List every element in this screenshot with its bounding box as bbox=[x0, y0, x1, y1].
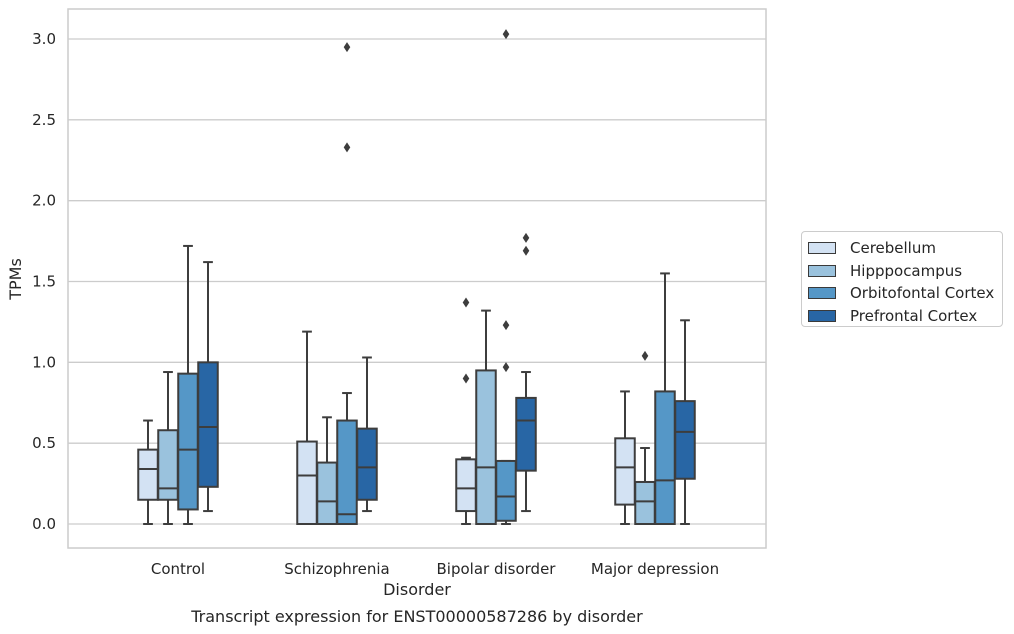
box-2-3 bbox=[654, 272, 676, 525]
legend-label-cerebellum: Cerebellum bbox=[850, 239, 936, 258]
y-tick-label-1: 0.5 bbox=[32, 434, 56, 452]
box-0-2 bbox=[455, 297, 477, 525]
outlier-point-1 bbox=[462, 297, 470, 308]
plot-frame bbox=[67, 8, 767, 549]
box-body bbox=[495, 459, 517, 522]
x-tick-label-0: Control bbox=[151, 560, 205, 578]
box-body bbox=[356, 427, 378, 501]
outlier-point-0 bbox=[502, 362, 510, 373]
box-body bbox=[137, 448, 159, 501]
box-plot-area bbox=[137, 29, 696, 526]
outlier-point-1 bbox=[522, 232, 530, 243]
y-tick-label-3: 1.5 bbox=[32, 273, 56, 291]
outlier-point-0 bbox=[641, 350, 649, 361]
box-3-0 bbox=[197, 261, 219, 513]
box-body bbox=[296, 440, 318, 525]
outlier-point-0 bbox=[522, 245, 530, 256]
box-1-0 bbox=[157, 371, 179, 525]
x-tick-labels: Control Schizophrenia Bipolar disorder Majo… bbox=[151, 560, 719, 578]
legend-swatch-cerebellum bbox=[808, 242, 836, 255]
chart-caption: Transcript expression for ENST0000058728… bbox=[190, 607, 643, 626]
x-tick-label-1: Schizophrenia bbox=[284, 560, 389, 578]
x-tick-label-2: Bipolar disorder bbox=[437, 560, 557, 578]
box-2-0 bbox=[177, 244, 199, 525]
legend-swatch-prefrontal-cortex bbox=[808, 309, 836, 322]
box-body bbox=[455, 458, 477, 513]
y-tick-labels: 0.0 0.5 1.0 1.5 2.0 2.5 3.0 bbox=[32, 30, 56, 533]
box-body bbox=[515, 396, 537, 472]
outlier-point-0 bbox=[462, 373, 470, 384]
box-body bbox=[336, 419, 358, 525]
legend-item-hippocampus: Hipppocampus bbox=[808, 260, 1002, 283]
legend-item-cerebellum: Cerebellum bbox=[808, 237, 1002, 260]
box-body bbox=[177, 372, 199, 511]
outlier-point-0 bbox=[343, 142, 351, 153]
outlier-point-1 bbox=[343, 42, 351, 53]
box-2-2 bbox=[495, 29, 517, 525]
x-axis-title: Disorder bbox=[383, 580, 451, 599]
box-1-2 bbox=[475, 309, 497, 525]
box-3-3 bbox=[674, 319, 696, 525]
box-body bbox=[197, 361, 219, 488]
legend-label-prefrontal-cortex: Prefrontal Cortex bbox=[850, 306, 978, 325]
box-1-1 bbox=[316, 416, 338, 526]
legend: Cerebellum Hipppocampus Orbitofontal Cor… bbox=[801, 231, 1003, 327]
box-body bbox=[634, 480, 656, 526]
box-0-1 bbox=[296, 330, 318, 525]
box-body bbox=[674, 400, 696, 480]
x-tick-label-3: Major depression bbox=[591, 560, 719, 578]
legend-swatch-hippocampus bbox=[808, 264, 836, 277]
legend-item-prefrontal-cortex: Prefrontal Cortex bbox=[808, 305, 1002, 328]
legend-label-orbitofrontal-cortex: Orbitofontal Cortex bbox=[850, 284, 995, 303]
y-tick-label-5: 2.5 bbox=[32, 111, 56, 129]
box-1-3 bbox=[634, 350, 656, 526]
box-body bbox=[316, 461, 338, 526]
box-body bbox=[654, 390, 676, 525]
y-tick-label-4: 2.0 bbox=[32, 192, 56, 210]
y-tick-label-2: 1.0 bbox=[32, 353, 56, 371]
legend-swatch-orbitofrontal-cortex bbox=[808, 287, 836, 300]
box-0-0 bbox=[137, 419, 159, 525]
box-3-2 bbox=[515, 232, 537, 513]
box-3-1 bbox=[356, 356, 378, 513]
box-body bbox=[614, 437, 636, 506]
y-tick-label-6: 3.0 bbox=[32, 30, 56, 48]
box-body bbox=[475, 369, 497, 525]
outlier-point-1 bbox=[502, 320, 510, 331]
box-0-3 bbox=[614, 390, 636, 525]
outlier-point-2 bbox=[502, 29, 510, 40]
box-2-1 bbox=[336, 42, 358, 525]
legend-label-hippocampus: Hipppocampus bbox=[850, 261, 963, 280]
y-axis-title: TPMs bbox=[6, 258, 25, 301]
legend-item-orbitofrontal-cortex: Orbitofontal Cortex bbox=[808, 282, 1002, 305]
y-tick-label-0: 0.0 bbox=[32, 515, 56, 533]
